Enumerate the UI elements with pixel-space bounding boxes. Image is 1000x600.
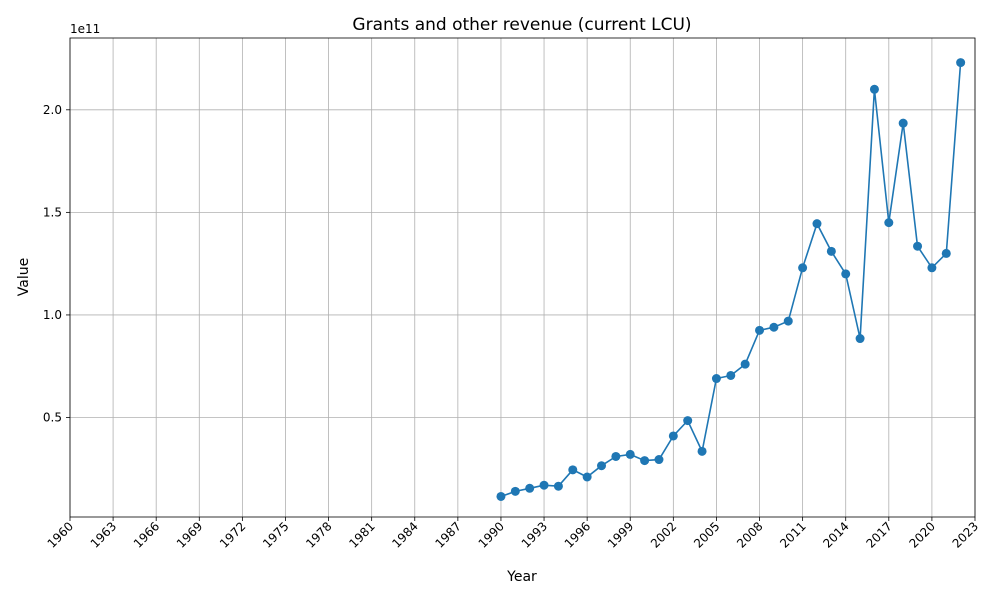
y-axis-label: Value: [16, 258, 32, 296]
data-point: [711, 374, 721, 384]
data-point: [740, 359, 750, 369]
data-point: [755, 325, 765, 335]
data-point: [525, 483, 535, 493]
data-point: [597, 461, 607, 471]
data-point: [898, 118, 908, 128]
y-tick-label: 1.0: [43, 308, 62, 322]
data-point: [697, 446, 707, 456]
data-point: [841, 269, 851, 279]
data-point: [496, 491, 506, 501]
data-point: [553, 481, 563, 491]
chart-title: Grants and other revenue (current LCU): [352, 15, 691, 35]
y-tick-label: 1.5: [43, 205, 62, 219]
data-point: [683, 416, 693, 426]
data-point: [668, 431, 678, 441]
y-axis-offset-label: 1e11: [70, 22, 100, 36]
data-point: [611, 451, 621, 461]
data-point: [855, 334, 865, 344]
data-point: [783, 316, 793, 326]
data-point: [927, 263, 937, 273]
data-point: [826, 246, 836, 256]
data-point: [582, 472, 592, 482]
y-tick-label: 2.0: [43, 103, 62, 117]
y-axis-ticks: 0.5 1.0 1.5 2.0: [43, 103, 70, 425]
data-point: [869, 84, 879, 94]
x-axis-label: Year: [506, 569, 537, 585]
plot-area-frame: [69, 37, 976, 518]
data-point: [884, 218, 894, 228]
data-point: [913, 241, 923, 251]
y-tick-label: 0.5: [43, 411, 62, 425]
data-point: [654, 455, 664, 465]
data-point: [640, 456, 650, 466]
data-point: [769, 322, 779, 332]
data-point: [726, 370, 736, 380]
data-point: [625, 449, 635, 459]
data-point: [539, 480, 549, 490]
data-point: [510, 486, 520, 496]
data-point: [956, 58, 966, 68]
data-point: [941, 248, 951, 258]
data-point: [812, 219, 822, 229]
data-point: [798, 263, 808, 273]
data-point: [568, 465, 578, 475]
series-points-group: [496, 58, 966, 501]
